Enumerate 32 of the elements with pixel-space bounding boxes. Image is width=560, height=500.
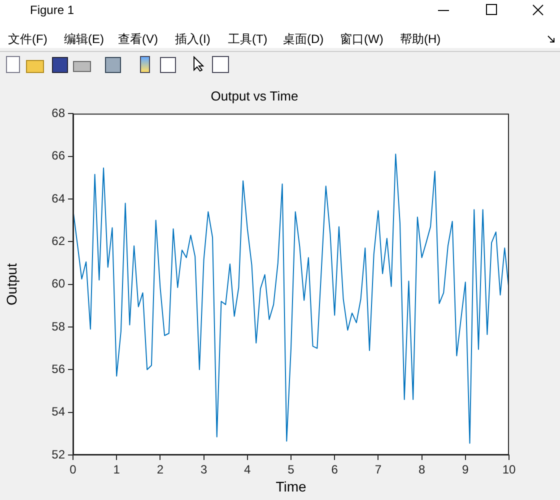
text: 桌面(D) [283, 31, 324, 48]
text: 帮助(H) [400, 31, 441, 48]
text: 窗口(W) [340, 31, 384, 48]
y-tick-label: 66 [52, 148, 66, 163]
y-tick-label: 56 [52, 362, 66, 376]
caption: Figure 1 [30, 3, 74, 17]
x-tick-label: 2 [156, 462, 164, 477]
text: 工具(T) [228, 31, 268, 48]
text: 文件(F) [8, 31, 48, 48]
y-tick-label: 68 [52, 106, 66, 120]
x-tick-label: 0 [70, 462, 77, 477]
y-axis-title: Output [3, 263, 20, 306]
x-tick-label: 6 [331, 462, 338, 477]
text: 插入(I) [175, 31, 210, 48]
x-tick-label: 8 [418, 462, 426, 477]
y-tick-label: 62 [52, 234, 66, 248]
x-tick-label: 3 [200, 462, 208, 477]
x-tick-label: 4 [244, 462, 252, 477]
y-tick-label: 52 [52, 447, 66, 462]
x-axis-title: Time [276, 478, 307, 494]
x-tick-label: 10 [502, 462, 516, 477]
x-tick-label: 5 [288, 462, 295, 477]
chart-title: Output vs Time [210, 88, 298, 104]
x-tick-label: 7 [374, 462, 382, 477]
y-tick-label: 60 [52, 276, 66, 291]
y-tick-label: 58 [52, 319, 66, 334]
x-tick-label: 1 [113, 462, 120, 477]
y-tick-label: 64 [52, 191, 66, 206]
text: 查看(V) [118, 31, 158, 48]
y-tick-label: 54 [52, 404, 66, 419]
text: 编辑(E) [64, 31, 104, 48]
x-tick-label: 9 [462, 462, 470, 477]
